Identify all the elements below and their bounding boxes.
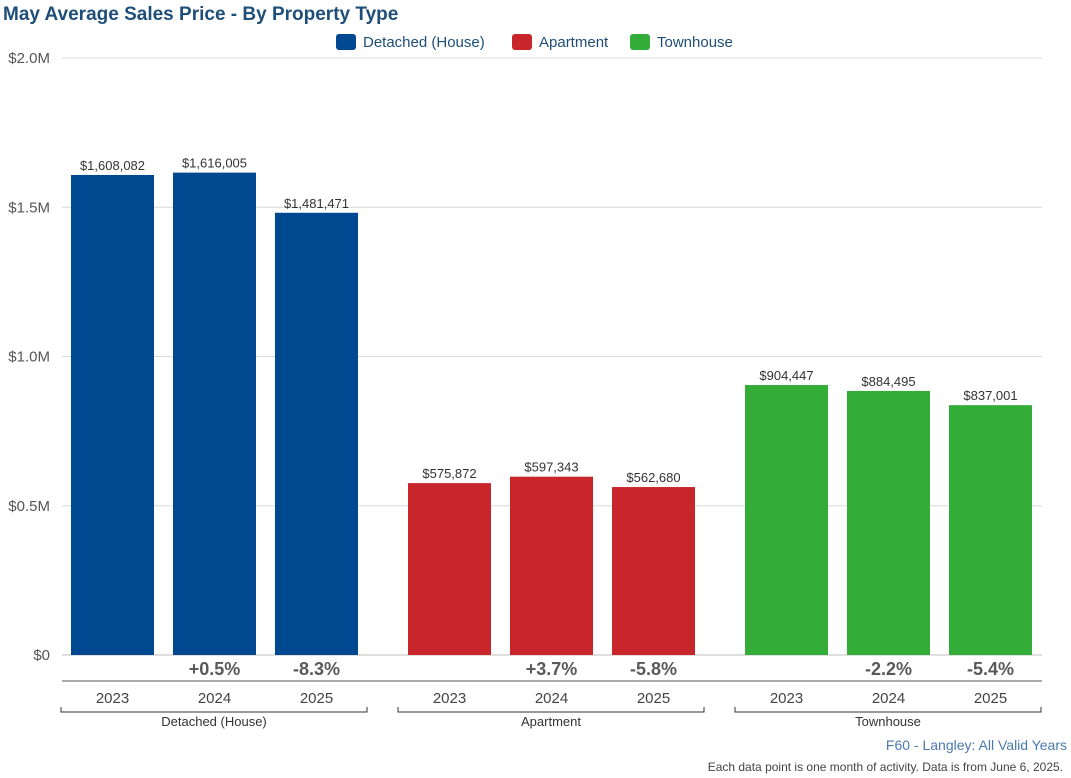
y-tick-label: $0 [33, 647, 50, 664]
footnote: Each data point is one month of activity… [707, 760, 1063, 774]
legend-label-townhouse: Townhouse [657, 33, 733, 51]
group-label: Townhouse [855, 714, 921, 729]
source-label: F60 - Langley: All Valid Years [885, 737, 1067, 753]
bar [510, 476, 593, 655]
change-label: -5.4% [967, 659, 1014, 679]
data-label: $597,343 [524, 460, 578, 475]
data-label: $1,481,471 [284, 196, 349, 211]
chart-title: May Average Sales Price - By Property Ty… [3, 4, 399, 25]
x-tick-label: 2024 [872, 690, 905, 707]
x-tick-label: 2023 [433, 690, 466, 707]
bar [275, 212, 358, 656]
change-label: +0.5% [189, 659, 241, 679]
group-bracket [397, 707, 705, 713]
legend: Detached (House) Apartment Townhouse [0, 30, 1071, 52]
data-label: $884,495 [861, 374, 915, 389]
x-tick-label: 2024 [535, 690, 568, 707]
bar [71, 174, 154, 655]
bar [745, 385, 828, 655]
x-tick-label: 2023 [770, 690, 803, 707]
y-tick-label: $0.5M [8, 498, 50, 515]
group-label: Detached (House) [161, 714, 267, 729]
legend-swatch-townhouse [630, 34, 650, 50]
data-label: $904,447 [759, 368, 813, 383]
data-label: $1,616,005 [182, 156, 247, 171]
x-tick-label: 2025 [300, 690, 333, 707]
y-tick-label: $2.0M [8, 50, 50, 67]
data-label: $837,001 [963, 388, 1017, 403]
x-tick-label: 2025 [974, 690, 1007, 707]
data-label: $562,680 [626, 470, 680, 485]
y-tick-label: $1.5M [8, 199, 50, 216]
change-label: -5.8% [630, 659, 677, 679]
bar [173, 172, 256, 656]
bar [612, 487, 695, 655]
group-bracket [60, 707, 368, 713]
x-tick-label: 2024 [198, 690, 231, 707]
legend-swatch-detached [336, 34, 356, 50]
bar [949, 405, 1032, 655]
bar [847, 390, 930, 655]
legend-swatch-apartment [512, 34, 532, 50]
change-label: -8.3% [293, 659, 340, 679]
data-label: $575,872 [422, 466, 476, 481]
legend-item-detached[interactable]: Detached (House) [336, 32, 485, 52]
legend-label-apartment: Apartment [539, 33, 609, 51]
change-label: -2.2% [865, 659, 912, 679]
legend-item-apartment[interactable]: Apartment [512, 32, 608, 52]
x-tick-label: 2023 [96, 690, 129, 707]
bar [408, 483, 491, 655]
legend-item-townhouse[interactable]: Townhouse [630, 32, 733, 52]
group-bracket [734, 707, 1042, 713]
change-label: +3.7% [526, 659, 578, 679]
group-label: Apartment [521, 714, 581, 729]
y-tick-label: $1.0M [8, 349, 50, 366]
x-tick-label: 2025 [637, 690, 670, 707]
legend-label-detached: Detached (House) [363, 33, 485, 51]
data-label: $1,608,082 [80, 158, 145, 173]
